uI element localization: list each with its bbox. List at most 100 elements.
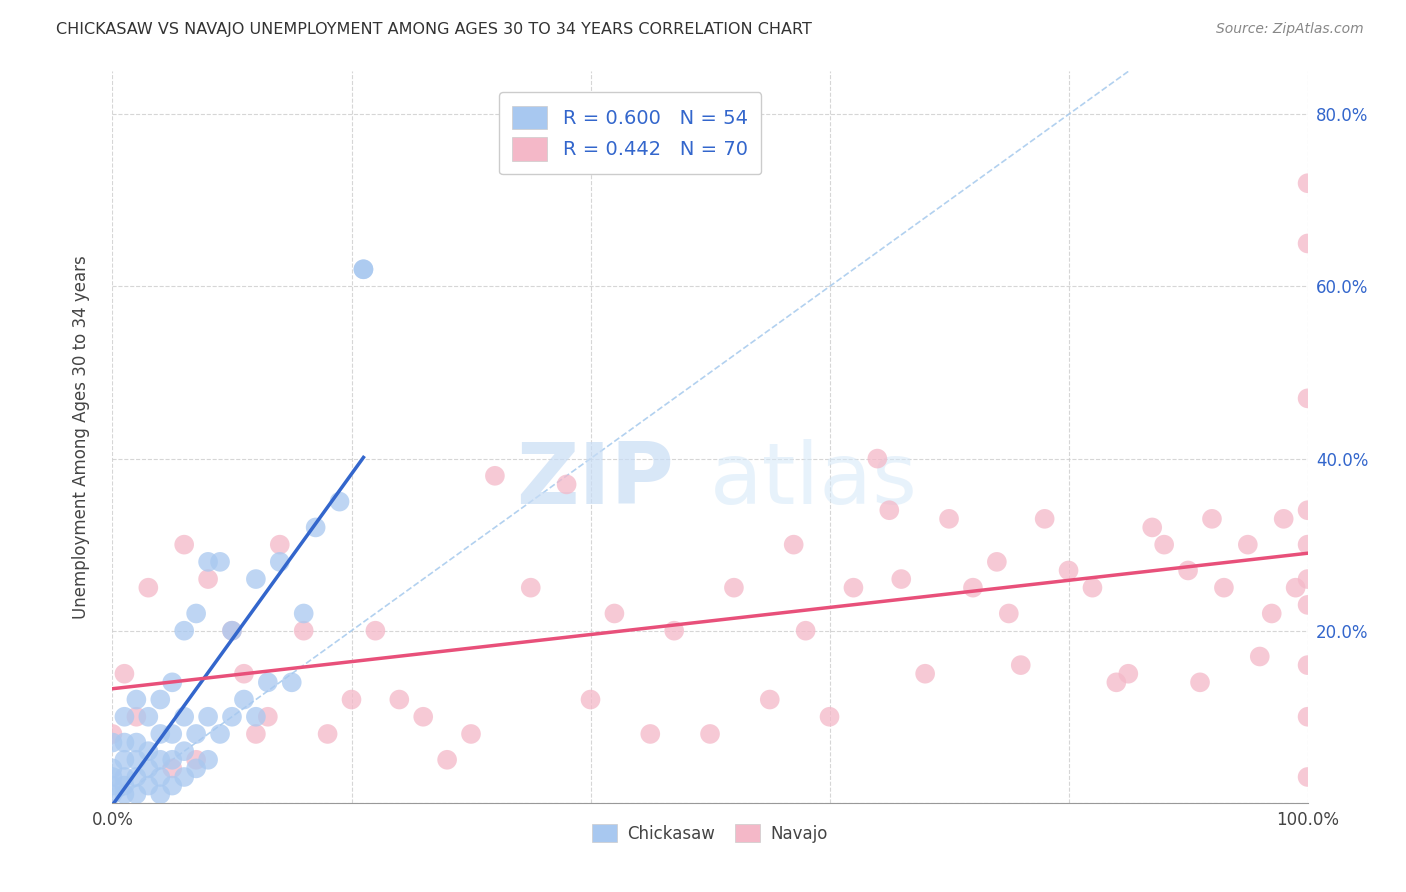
Point (1201, 512, 1223, 526)
Point (1249, 649, 1271, 664)
Point (1296, 710, 1319, 724)
Point (412, 710, 434, 724)
Point (162, 753, 183, 767)
Point (914, 666, 936, 681)
Point (114, 787, 135, 801)
Point (209, 727, 232, 741)
Point (962, 581, 984, 595)
Point (352, 262, 374, 277)
Point (460, 727, 482, 741)
Point (197, 753, 219, 767)
Point (197, 555, 219, 569)
Point (1237, 538, 1260, 552)
Point (1010, 658, 1032, 673)
Point (138, 779, 160, 793)
Point (114, 770, 135, 784)
Text: ZIP: ZIP (516, 440, 675, 523)
Point (1105, 675, 1128, 690)
Point (149, 787, 172, 801)
Point (138, 581, 160, 595)
Point (125, 787, 148, 801)
Point (257, 710, 280, 724)
Point (101, 727, 124, 741)
Point (1272, 512, 1295, 526)
Point (1296, 236, 1319, 251)
Point (1057, 564, 1080, 578)
Text: atlas: atlas (710, 440, 918, 523)
Point (221, 710, 243, 724)
Point (125, 710, 148, 724)
Point (782, 538, 804, 552)
Point (292, 624, 315, 638)
Point (352, 262, 374, 277)
Point (114, 753, 135, 767)
Point (138, 710, 160, 724)
Point (114, 710, 135, 724)
Point (1142, 520, 1164, 534)
Point (125, 735, 148, 749)
Point (173, 624, 195, 638)
Point (186, 753, 208, 767)
Legend: Chickasaw, Navajo: Chickasaw, Navajo (586, 818, 834, 849)
Point (149, 692, 172, 706)
Point (114, 779, 135, 793)
Point (233, 692, 256, 706)
Point (364, 624, 387, 638)
Point (1296, 770, 1319, 784)
Point (640, 727, 662, 741)
Point (890, 572, 912, 586)
Point (162, 727, 183, 741)
Point (162, 675, 183, 690)
Point (197, 572, 219, 586)
Point (842, 581, 865, 595)
Y-axis label: Unemployment Among Ages 30 to 34 years: Unemployment Among Ages 30 to 34 years (72, 255, 90, 619)
Point (723, 581, 745, 595)
Point (125, 770, 148, 784)
Point (101, 779, 124, 793)
Point (269, 555, 291, 569)
Point (316, 727, 339, 741)
Point (138, 744, 160, 758)
Point (245, 710, 267, 724)
Point (818, 710, 841, 724)
Point (245, 572, 267, 586)
Point (186, 761, 208, 775)
Point (866, 451, 889, 466)
Point (1285, 581, 1308, 595)
Point (101, 787, 124, 801)
Point (257, 675, 280, 690)
Point (436, 753, 458, 767)
Point (173, 744, 195, 758)
Point (125, 692, 148, 706)
Point (998, 607, 1021, 621)
Point (221, 624, 243, 638)
Point (101, 735, 124, 749)
Point (114, 666, 135, 681)
Point (699, 727, 721, 741)
Point (186, 727, 208, 741)
Point (233, 666, 256, 681)
Point (1189, 675, 1212, 690)
Point (664, 624, 686, 638)
Point (388, 692, 411, 706)
Point (1177, 564, 1199, 578)
Point (759, 692, 782, 706)
Point (149, 727, 172, 741)
Text: Source: ZipAtlas.com: Source: ZipAtlas.com (1216, 22, 1364, 37)
Point (173, 538, 195, 552)
Point (603, 607, 626, 621)
Point (520, 581, 543, 595)
Point (101, 770, 124, 784)
Point (879, 503, 901, 517)
Point (197, 710, 219, 724)
Point (1296, 176, 1319, 190)
Point (162, 761, 183, 775)
Point (1261, 607, 1284, 621)
Point (1296, 392, 1319, 406)
Point (340, 692, 363, 706)
Point (173, 770, 195, 784)
Point (794, 624, 817, 638)
Point (173, 710, 195, 724)
Point (938, 512, 960, 526)
Point (162, 779, 183, 793)
